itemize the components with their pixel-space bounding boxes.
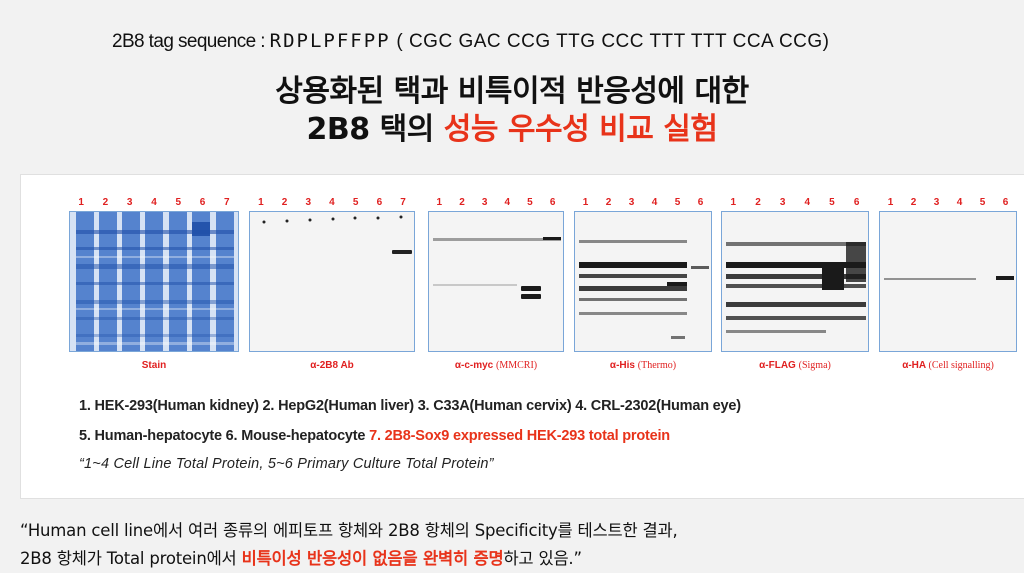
lane-number: 4 bbox=[956, 197, 963, 208]
caption-line-2-red: 비특이성 반응성이 없음을 완벽히 증명 bbox=[241, 549, 504, 568]
lane-number: 3 bbox=[126, 197, 133, 208]
blot-2b8-lane-numbers: 1 2 3 4 5 6 7 bbox=[249, 197, 415, 211]
lane-number: 3 bbox=[481, 197, 488, 208]
title-line-1: 상용화된 택과 비특이적 반응성에 대한 bbox=[275, 74, 749, 109]
blot-label-text: α-FLAG bbox=[759, 360, 799, 371]
blot-2b8-image bbox=[249, 211, 415, 352]
blot-ha-lane-numbers: 1 2 3 4 5 6 bbox=[879, 197, 1017, 211]
lane-number: 3 bbox=[779, 197, 786, 208]
caption-line-1: “Human cell line에서 여러 종류의 에피토프 항체와 2B8 항… bbox=[20, 521, 678, 540]
title-line-2-red: 성능 우수성 비교 실험 bbox=[443, 112, 718, 147]
lane-number: 6 bbox=[697, 197, 704, 208]
blot-label-text: Stain bbox=[141, 360, 167, 371]
tag-sequence-amino-acids: RDPLPFFPP bbox=[269, 30, 391, 52]
blot-label-source: (Cell signalling) bbox=[928, 360, 994, 371]
lane-number: 2 bbox=[910, 197, 917, 208]
lane-number: 6 bbox=[199, 197, 206, 208]
lane-number: 5 bbox=[527, 197, 533, 208]
lane-number: 1 bbox=[78, 197, 84, 208]
lane-number: 2 bbox=[755, 197, 761, 208]
lane-number: 7 bbox=[224, 197, 230, 208]
blot-label-text: α-2B8 Ab bbox=[310, 360, 354, 371]
lane-number: 2 bbox=[605, 197, 612, 208]
caption-line-2-post: 하고 있음.” bbox=[503, 549, 582, 568]
legend-line-1: 1. HEK-293(Human kidney) 2. HepG2(Human … bbox=[79, 398, 741, 414]
tag-sequence-codons: ( CGC GAC CCG TTG CCC TTT TTT CCA CCG) bbox=[390, 31, 830, 52]
lane-number: 1 bbox=[730, 197, 737, 208]
blot-cmyc-lane-numbers: 1 2 3 4 5 6 bbox=[428, 197, 564, 211]
blot-his-label: α-His (Thermo) bbox=[574, 360, 712, 374]
lane-number: 4 bbox=[329, 197, 335, 208]
tag-sequence-label: 2B8 tag sequence : bbox=[112, 31, 270, 52]
lane-number: 5 bbox=[979, 197, 986, 208]
blot-stain-lane-numbers: 1 2 3 4 5 6 7 bbox=[69, 197, 239, 211]
legend-line-2-red: 7. 2B8-Sox9 expressed HEK-293 total prot… bbox=[369, 428, 670, 444]
western-blot-panel: 1 2 3 4 5 6 7 bbox=[20, 174, 1024, 499]
lane-number: 1 bbox=[887, 197, 894, 208]
lane-number: 3 bbox=[628, 197, 635, 208]
lane-number: 5 bbox=[829, 197, 835, 208]
lane-number: 1 bbox=[436, 197, 443, 208]
blot-flag-lane-numbers: 1 2 3 4 5 6 bbox=[721, 197, 869, 211]
blot-ha-label: α-HA (Cell signalling) bbox=[879, 360, 1017, 374]
lane-number: 2 bbox=[459, 197, 465, 208]
blot-flag-image bbox=[721, 211, 869, 352]
legend-line-3: “1~4 Cell Line Total Protein, 5~6 Primar… bbox=[79, 456, 494, 472]
lane-number: 2 bbox=[281, 197, 288, 208]
blot-cmyc-label: α-c-myc (MMCRI) bbox=[428, 360, 564, 374]
lane-number: 6 bbox=[1002, 197, 1009, 208]
caption-line-2: 2B8 항체가 Total protein에서 비특이성 반응성이 없음을 완벽… bbox=[20, 545, 582, 569]
lane-number: 3 bbox=[933, 197, 940, 208]
blot-his-image bbox=[574, 211, 712, 352]
blot-label-text: α-HA bbox=[902, 360, 929, 371]
lane-number: 4 bbox=[651, 197, 658, 208]
blot-label-source: (Sigma) bbox=[798, 360, 831, 371]
blot-his-lane-numbers: 1 2 3 4 5 6 bbox=[574, 197, 712, 211]
blot-stain-label: Stain bbox=[69, 360, 239, 374]
title-line-2-black: 2B8 택의 bbox=[306, 112, 444, 147]
blot-cmyc-image bbox=[428, 211, 564, 352]
caption-line-2-pre: 2B8 항체가 Total protein에서 bbox=[20, 549, 242, 568]
lane-number: 7 bbox=[400, 197, 406, 208]
lane-number: 4 bbox=[504, 197, 511, 208]
legend-line-2-black: 5. Human-hepatocyte 6. Mouse-hepatocyte bbox=[79, 428, 370, 444]
lane-number: 4 bbox=[804, 197, 811, 208]
blot-label-source: (Thermo) bbox=[637, 360, 677, 371]
lane-number: 3 bbox=[305, 197, 312, 208]
blot-2b8-label: α-2B8 Ab bbox=[249, 360, 415, 374]
lane-number: 6 bbox=[376, 197, 383, 208]
blot-label-text: α-c-myc bbox=[454, 360, 497, 371]
blot-stain-image bbox=[69, 211, 239, 352]
blot-ha-image bbox=[879, 211, 1017, 352]
lane-number: 5 bbox=[674, 197, 681, 208]
lane-number: 1 bbox=[582, 197, 589, 208]
lane-number: 2 bbox=[102, 197, 109, 208]
tag-sequence-line: 2B8 tag sequence : RDPLPFFPP ( CGC GAC C… bbox=[112, 30, 830, 53]
lane-number: 6 bbox=[549, 197, 556, 208]
lane-number: 5 bbox=[175, 197, 182, 208]
blot-label-text: α-His bbox=[609, 360, 638, 371]
legend-line-2: 5. Human-hepatocyte 6. Mouse-hepatocyte … bbox=[79, 428, 670, 444]
blot-label-source: (MMCRI) bbox=[496, 360, 538, 371]
blot-flag-label: α-FLAG (Sigma) bbox=[721, 360, 869, 374]
lane-number: 5 bbox=[352, 197, 359, 208]
title-line-2: 2B8 택의 성능 우수성 비교 실험 bbox=[0, 104, 1024, 148]
lane-number: 1 bbox=[258, 197, 264, 208]
lane-number: 4 bbox=[151, 197, 157, 208]
lane-number: 6 bbox=[853, 197, 860, 208]
